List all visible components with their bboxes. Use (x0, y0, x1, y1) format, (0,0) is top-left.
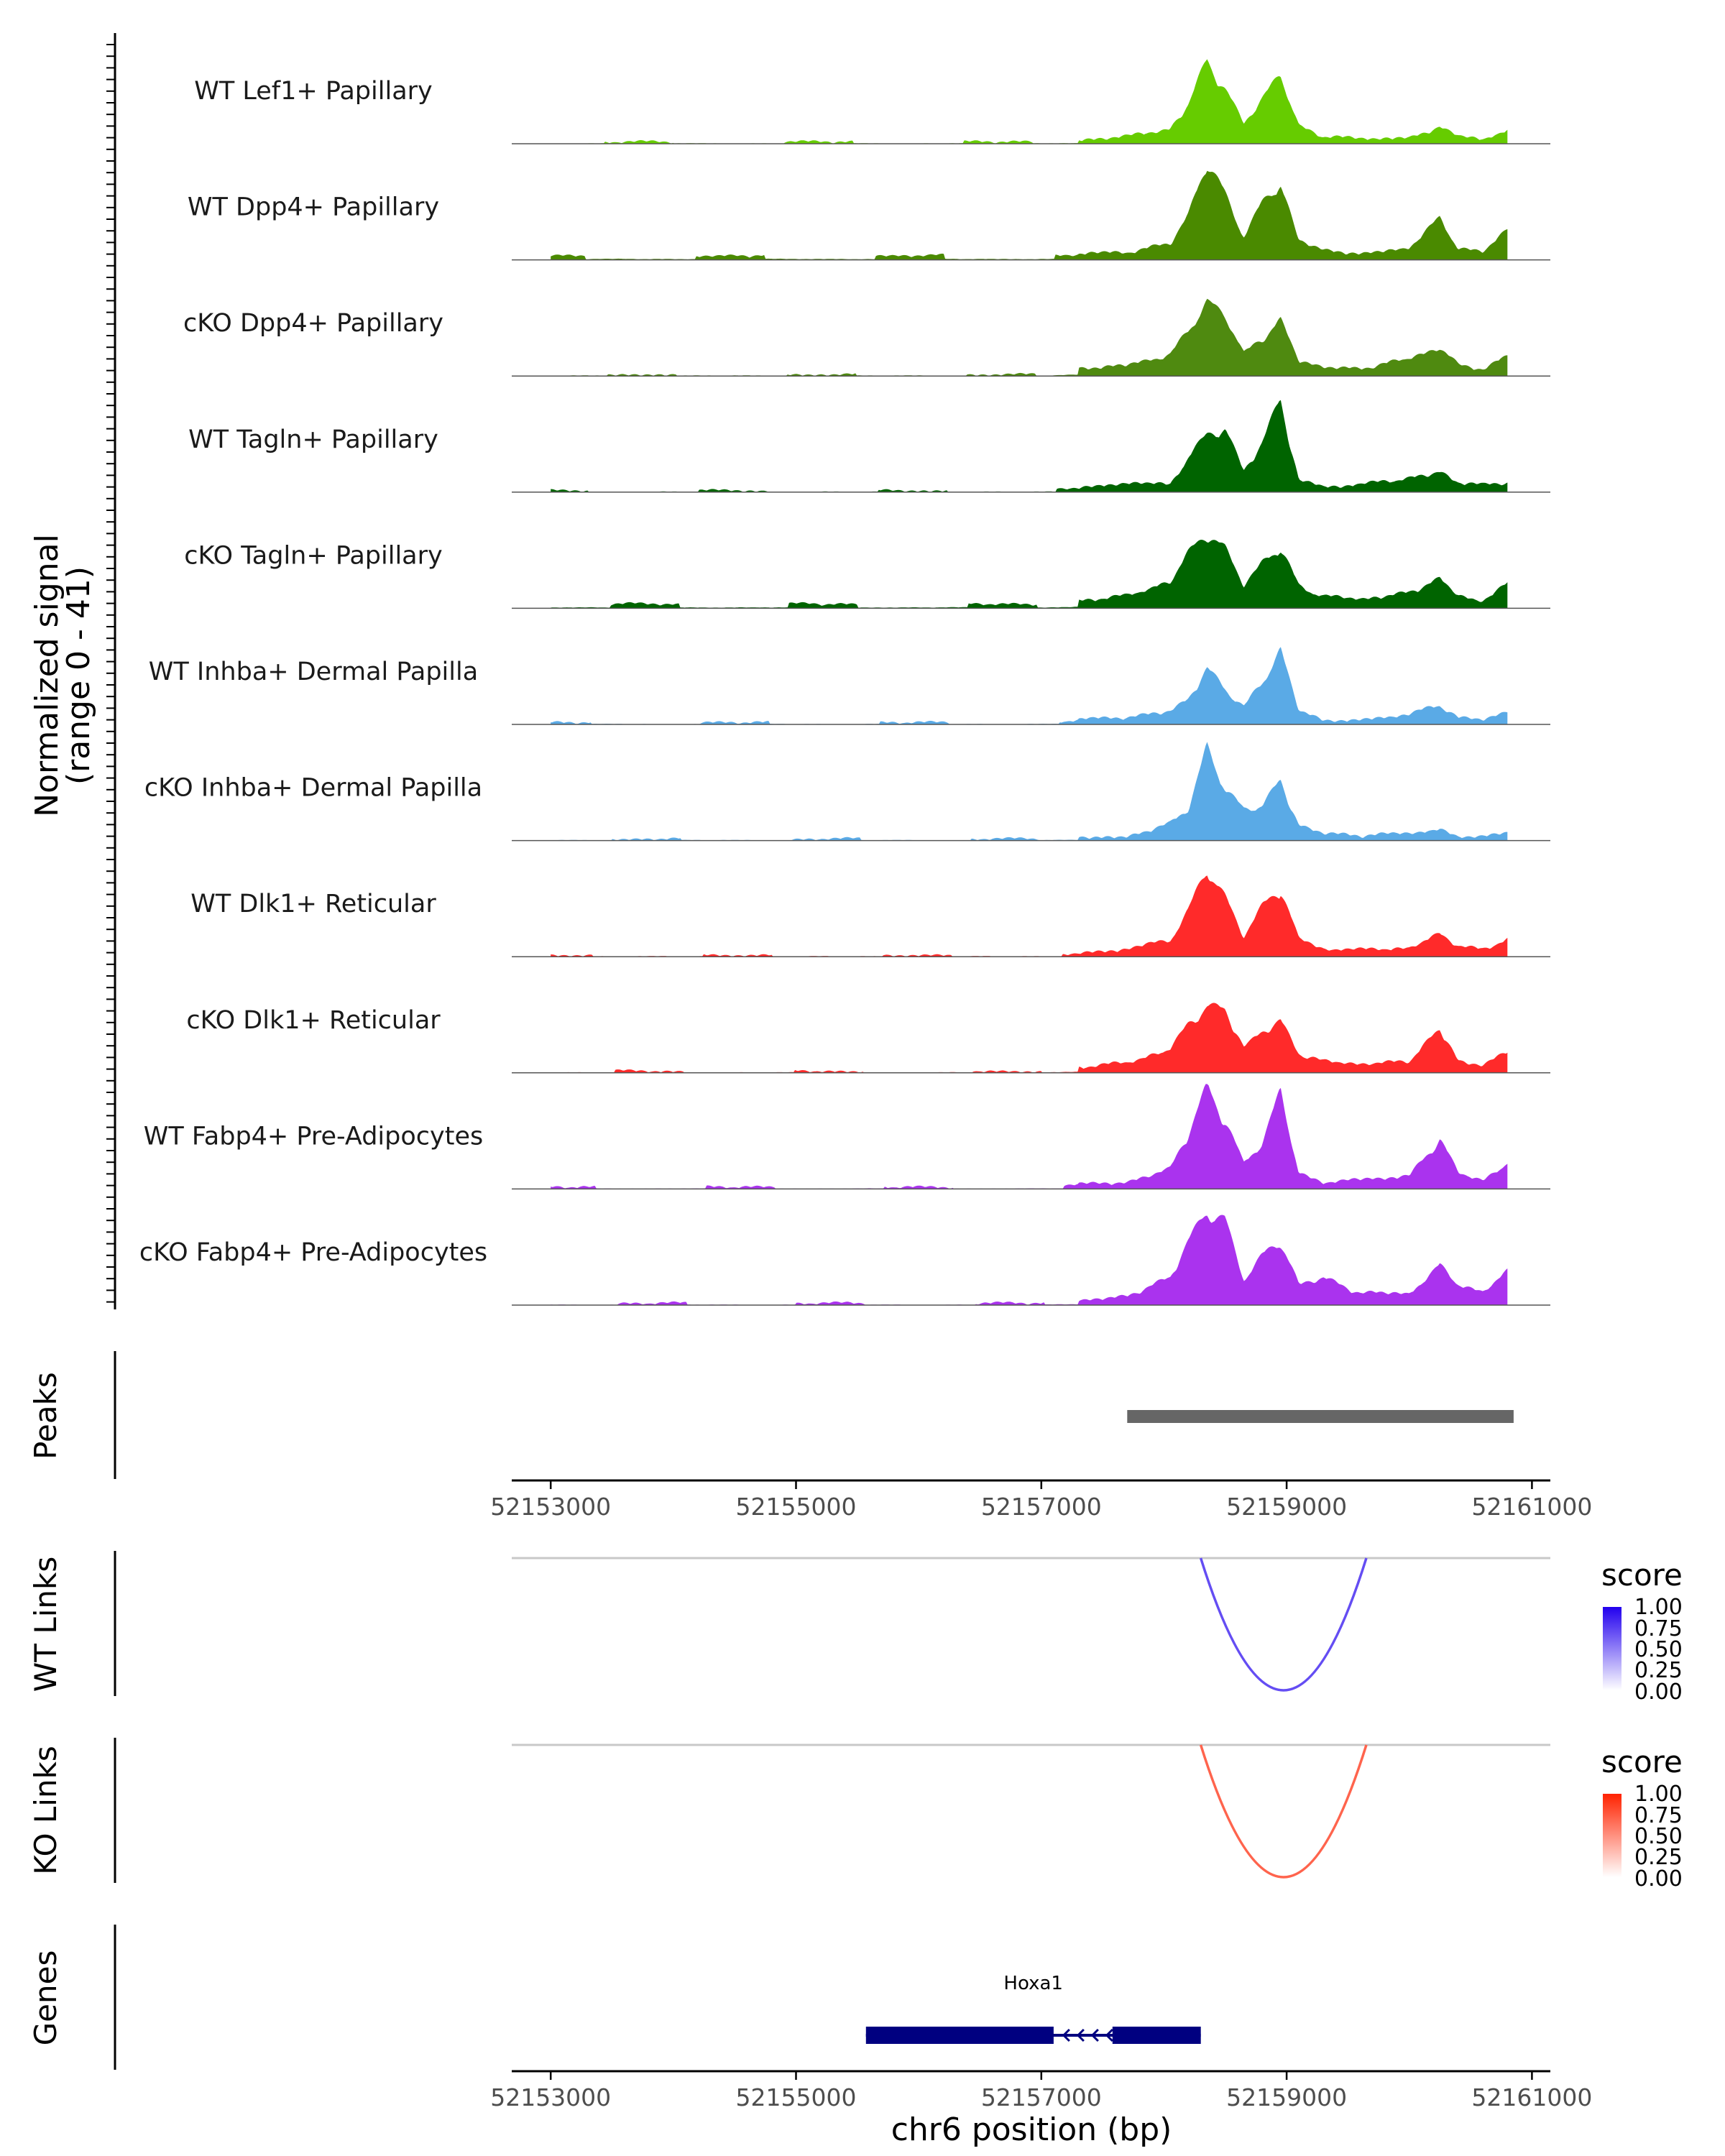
x-tick-label: 52155000 (736, 1493, 857, 1521)
signal-area (551, 400, 1508, 492)
signal-track: cKO Tagln+ Papillary (184, 540, 1550, 609)
x-tick-label: 52161000 (1471, 1493, 1592, 1521)
signal-track: WT Dlk1+ Reticular (190, 875, 1550, 957)
link-arc (1199, 1557, 1368, 1692)
signal-track: cKO Dpp4+ Papillary (183, 298, 1550, 377)
signal-axis-title-line-1: Normalized signal (29, 534, 65, 817)
wt-legend-title: score (1601, 1557, 1683, 1593)
links-tracks (512, 1557, 1550, 1879)
x-tick-label: 52157000 (981, 1493, 1102, 1521)
signal-track: WT Lef1+ Papillary (194, 59, 1550, 144)
gene: Hoxa1 (865, 1973, 1201, 2044)
signal-y-ticks (106, 44, 115, 1303)
gene-exon (865, 2027, 1054, 2044)
wt-links-panel-title: WT Links (28, 1557, 63, 1692)
x-tick-label: 52159000 (1226, 1493, 1347, 1521)
genes-panel-title: Genes (28, 1950, 63, 2046)
ko-legend-tick: 0.75 (1634, 1803, 1683, 1828)
ko-legend-title: score (1601, 1744, 1683, 1779)
wt-legend-tick: 1.00 (1634, 1595, 1683, 1620)
wt-links-legend: score 1.00 0.75 0.50 0.25 0.00 (1601, 1557, 1683, 1705)
x-tick-label: 52161000 (1471, 2083, 1592, 2111)
peaks-track (1127, 1410, 1514, 1423)
wt-legend-colorbar (1603, 1607, 1622, 1690)
ko-links-legend: score 1.00 0.75 0.50 0.25 0.00 (1601, 1744, 1683, 1892)
track-label: cKO Tagln+ Papillary (184, 541, 443, 570)
signal-axis-title-line-2: (range 0 - 41) (60, 566, 97, 785)
x-axis-bottom: 52153000 52155000 52157000 52159000 52161000 (490, 2070, 1592, 2111)
peak-region (1127, 1410, 1514, 1423)
track-label: cKO Inhba+ Dermal Papilla (144, 774, 482, 803)
signal-track: WT Dpp4+ Papillary (188, 170, 1550, 261)
strand-arrow (1090, 2028, 1099, 2042)
track-label: WT Lef1+ Papillary (194, 77, 433, 106)
signal-track: WT Tagln+ Papillary (188, 400, 1550, 493)
signal-area (551, 742, 1508, 841)
track-label: cKO Fabp4+ Pre-Adipocytes (139, 1238, 487, 1267)
wt-legend-tick: 0.75 (1634, 1616, 1683, 1641)
x-axis-title: chr6 position (bp) (891, 2111, 1172, 2148)
ko-legend-tick: 0.00 (1634, 1866, 1683, 1892)
strand-arrow (1076, 2028, 1085, 2042)
strand-arrow (1105, 2028, 1113, 2042)
signal-area (551, 1215, 1508, 1305)
signal-track: WT Inhba+ Dermal Papilla (149, 647, 1550, 725)
gene-exon (1112, 2027, 1201, 2044)
x-tick-label: 52157000 (981, 2083, 1102, 2111)
signal-area (551, 170, 1508, 260)
signal-track: WT Fabp4+ Pre-Adipocytes (144, 1084, 1550, 1190)
signal-area (551, 540, 1508, 609)
ko-legend-colorbar (1603, 1794, 1622, 1877)
signal-track: cKO Inhba+ Dermal Papilla (144, 742, 1550, 842)
x-tick-label: 52159000 (1226, 2083, 1347, 2111)
signal-area (551, 59, 1508, 144)
x-tick-label: 52153000 (490, 1493, 611, 1521)
wt-legend-tick: 0.50 (1634, 1637, 1683, 1662)
ko-legend-tick: 1.00 (1634, 1782, 1683, 1807)
link-arc (1199, 1744, 1368, 1879)
wt-legend-tick: 0.25 (1634, 1658, 1683, 1683)
ko-links-panel-title: KO Links (28, 1746, 63, 1875)
signal-area (551, 1003, 1508, 1073)
track-label: WT Dlk1+ Reticular (190, 890, 436, 918)
ko-legend-tick: 0.25 (1634, 1845, 1683, 1870)
signal-tracks: WT Lef1+ Papillary WT Dpp4+ Papillary cKO … (139, 59, 1550, 1306)
strand-arrow (1062, 2028, 1070, 2042)
signal-track: cKO Fabp4+ Pre-Adipocytes (139, 1215, 1550, 1306)
signal-track: cKO Dlk1+ Reticular (186, 1003, 1550, 1074)
x-tick-label: 52155000 (736, 2083, 857, 2111)
track-label: cKO Dpp4+ Papillary (183, 309, 443, 338)
peaks-panel-title: Peaks (28, 1372, 63, 1460)
x-tick-label: 52153000 (490, 2083, 611, 2111)
track-label: cKO Dlk1+ Reticular (186, 1006, 441, 1035)
signal-area (551, 875, 1508, 957)
track-label: WT Dpp4+ Papillary (188, 193, 439, 222)
signal-area (551, 298, 1508, 377)
track-label: WT Fabp4+ Pre-Adipocytes (144, 1122, 483, 1151)
signal-area (551, 647, 1508, 724)
signal-area (551, 1084, 1508, 1189)
x-axis-top: 52153000 52155000 52157000 52159000 52161000 (490, 1479, 1592, 1521)
track-label: WT Tagln+ Papillary (188, 425, 438, 454)
track-label: WT Inhba+ Dermal Papilla (149, 658, 478, 686)
wt-legend-tick: 0.00 (1634, 1680, 1683, 1705)
gene-label: Hoxa1 (1003, 1973, 1063, 1994)
ko-legend-tick: 0.50 (1634, 1824, 1683, 1849)
genes-track: Hoxa1 (865, 1973, 1201, 2044)
